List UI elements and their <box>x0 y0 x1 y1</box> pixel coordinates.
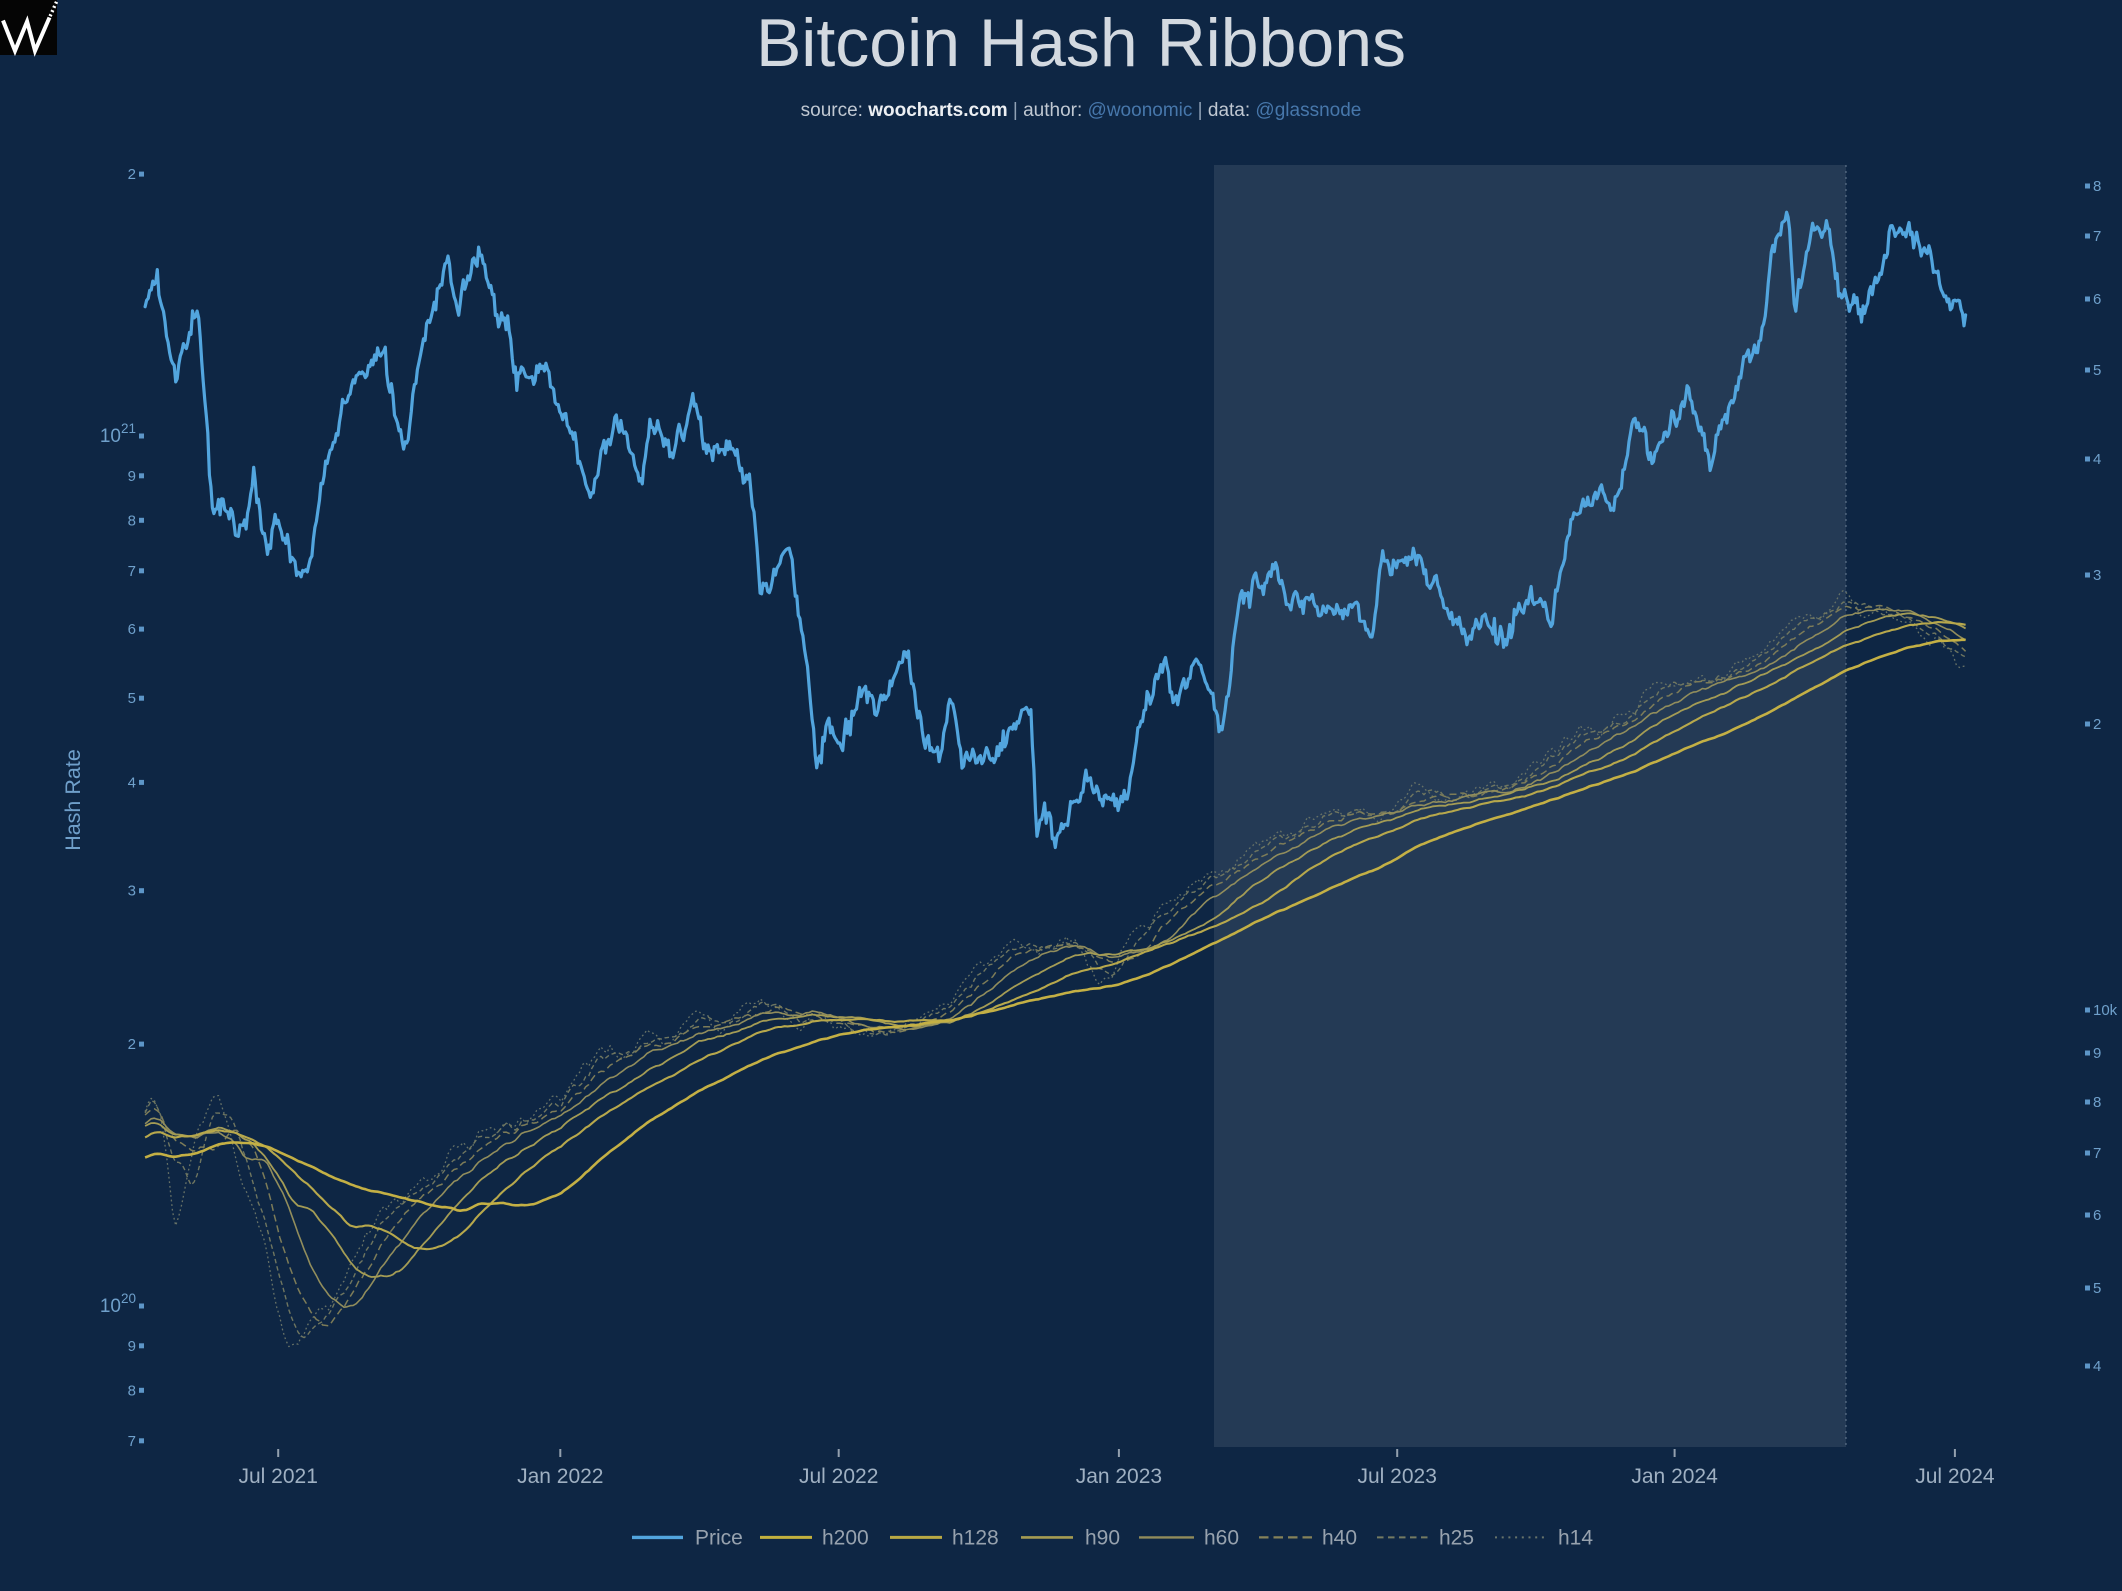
svg-text:h25: h25 <box>1439 1526 1474 1549</box>
svg-text:5: 5 <box>2093 1280 2101 1297</box>
svg-text:Jan 2023: Jan 2023 <box>1076 1465 1162 1488</box>
svg-text:8: 8 <box>2093 178 2101 195</box>
svg-text:h90: h90 <box>1085 1526 1120 1549</box>
svg-text:5: 5 <box>2093 362 2101 379</box>
svg-text:source: woocharts.com | author: source: woocharts.com | author: @woonomi… <box>801 100 1362 121</box>
svg-text:9: 9 <box>128 1338 136 1355</box>
svg-text:Hash Rate: Hash Rate <box>61 749 85 851</box>
svg-text:7: 7 <box>2093 228 2101 245</box>
svg-text:Jul 2024: Jul 2024 <box>1915 1465 1995 1488</box>
svg-text:h14: h14 <box>1558 1526 1593 1549</box>
svg-text:9: 9 <box>2093 1045 2101 1062</box>
svg-text:4: 4 <box>2093 451 2101 468</box>
svg-text:10k: 10k <box>2093 1002 2118 1019</box>
svg-text:4: 4 <box>2093 1358 2101 1375</box>
svg-text:8: 8 <box>128 512 136 529</box>
svg-text:Bitcoin Hash Ribbons: Bitcoin Hash Ribbons <box>756 5 1406 81</box>
svg-text:Jul 2023: Jul 2023 <box>1357 1465 1436 1488</box>
svg-text:2: 2 <box>2093 716 2101 733</box>
svg-text:h200: h200 <box>822 1526 869 1549</box>
svg-text:2: 2 <box>128 166 136 183</box>
svg-text:Jan 2022: Jan 2022 <box>517 1465 603 1488</box>
svg-text:8: 8 <box>2093 1094 2101 1111</box>
svg-text:Jul 2021: Jul 2021 <box>238 1465 317 1488</box>
svg-text:h40: h40 <box>1322 1526 1357 1549</box>
svg-text:6: 6 <box>2093 1207 2101 1224</box>
svg-text:7: 7 <box>2093 1145 2101 1162</box>
svg-text:h60: h60 <box>1204 1526 1239 1549</box>
svg-text:8: 8 <box>128 1382 136 1399</box>
svg-text:6: 6 <box>128 621 136 638</box>
svg-text:4: 4 <box>128 774 136 791</box>
svg-text:3: 3 <box>2093 567 2101 584</box>
svg-text:5: 5 <box>128 690 136 707</box>
svg-text:Price: Price <box>695 1526 743 1549</box>
svg-text:9: 9 <box>128 468 136 485</box>
svg-text:Jan 2024: Jan 2024 <box>1631 1465 1718 1488</box>
svg-text:3: 3 <box>128 883 136 900</box>
svg-text:Jul 2022: Jul 2022 <box>799 1465 878 1488</box>
svg-text:h128: h128 <box>952 1526 999 1549</box>
svg-text:6: 6 <box>2093 291 2101 308</box>
svg-text:2: 2 <box>128 1036 136 1053</box>
svg-text:7: 7 <box>128 1433 136 1450</box>
svg-text:7: 7 <box>128 563 136 580</box>
